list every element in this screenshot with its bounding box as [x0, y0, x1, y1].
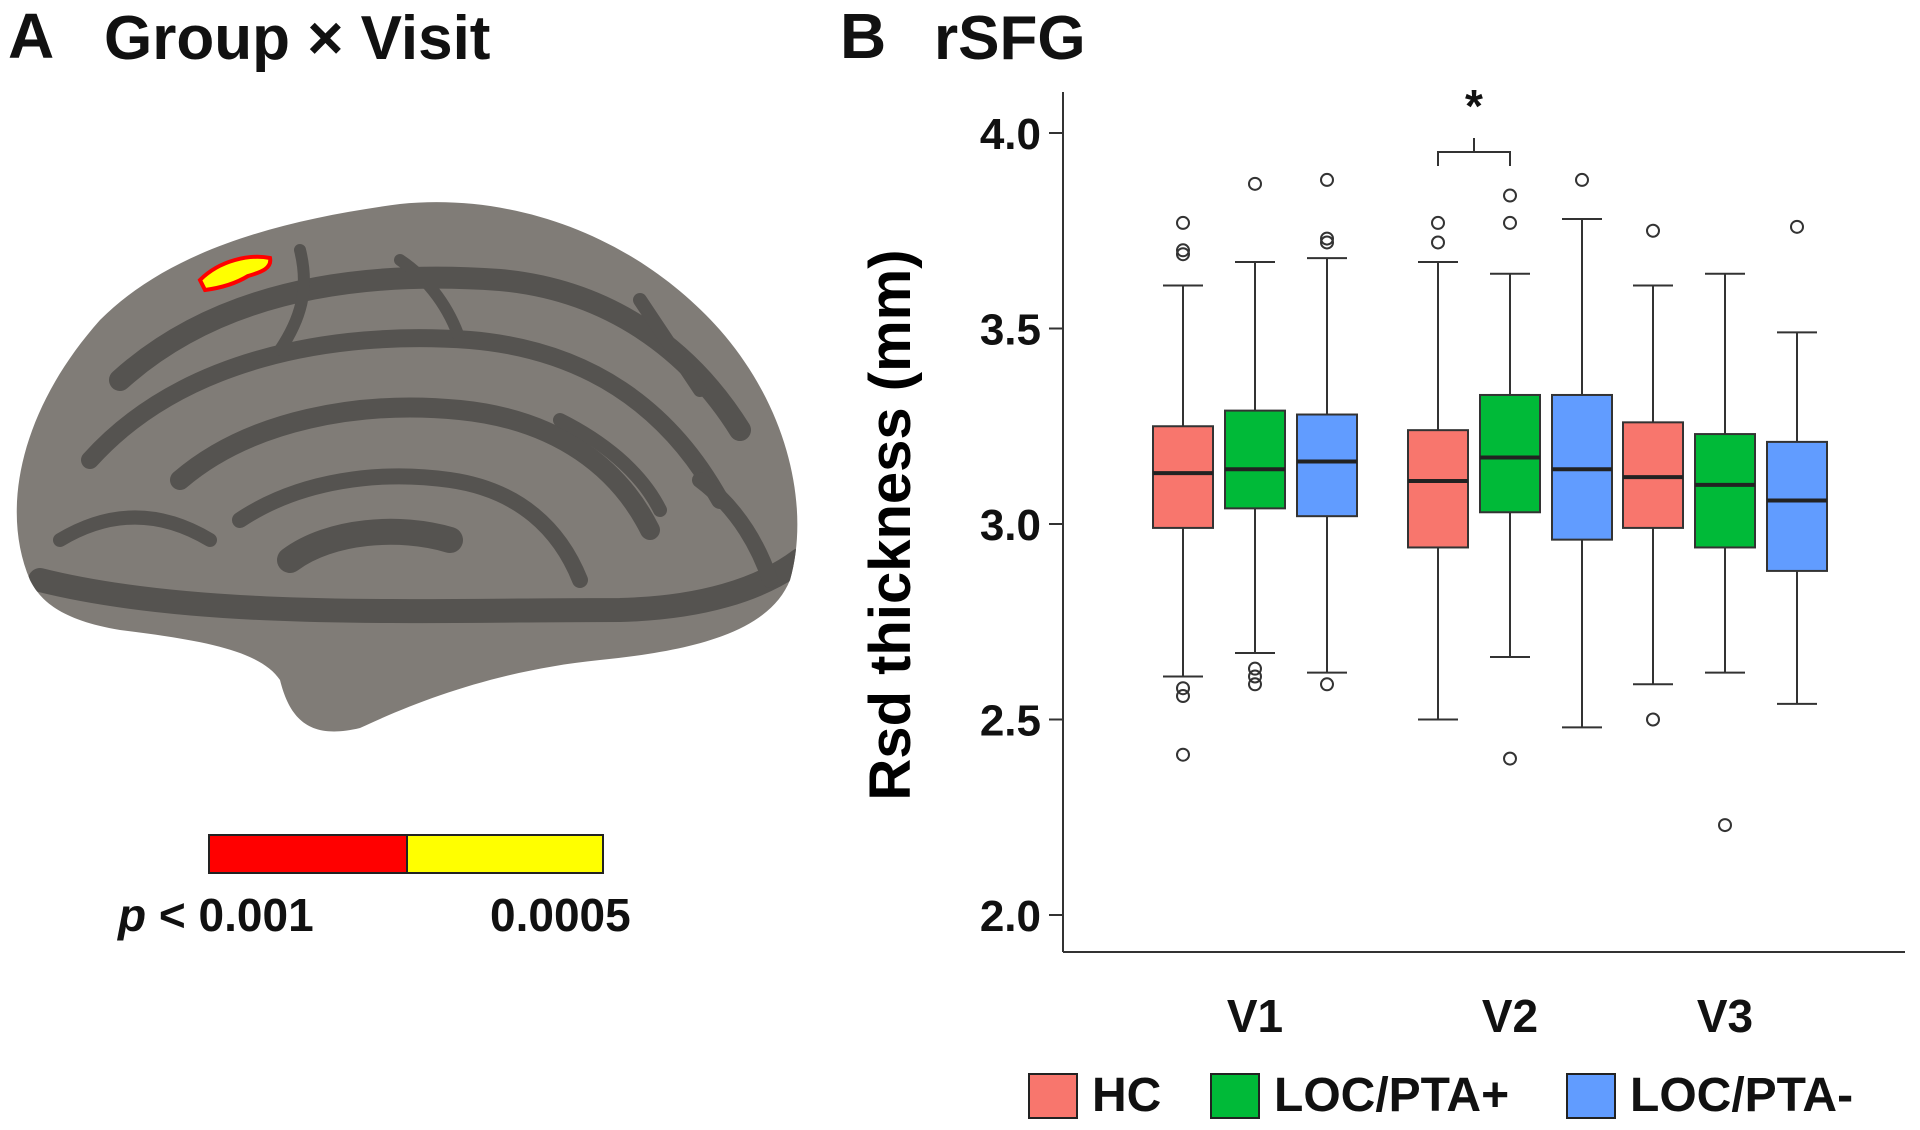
panel-a-title: Group × Visit — [104, 4, 491, 73]
x-tick-label: V2 — [1482, 990, 1538, 1042]
panel-a-letter: A — [8, 0, 55, 72]
y-tick-label: 3.0 — [980, 501, 1041, 550]
outlier-point — [1248, 669, 1262, 684]
significant-cluster — [197, 254, 273, 293]
outlier-point — [1431, 235, 1445, 250]
outlier-point — [1503, 751, 1517, 766]
brain-surface-image — [16, 202, 798, 732]
legend-swatch-hc — [1028, 1073, 1078, 1119]
legend-item-hc: HC — [1028, 1072, 1161, 1120]
legend-item-loc-pta-minus: LOC/PTA- — [1566, 1072, 1853, 1120]
outlier-point — [1248, 677, 1262, 692]
significance-bracket — [1437, 138, 1511, 166]
outlier-point — [1503, 188, 1517, 203]
legend-label-hc: HC — [1092, 1069, 1162, 1122]
y-tick-label: 2.5 — [980, 697, 1041, 746]
outlier-point — [1176, 689, 1190, 704]
outlier-point — [1176, 247, 1190, 262]
outlier-point — [1320, 235, 1334, 250]
y-tick-label: 4.0 — [980, 110, 1041, 159]
colorbar-low-label: p < 0.001 — [118, 892, 314, 938]
y-tick-label: 2.0 — [980, 892, 1041, 941]
p-threshold-low: < 0.001 — [158, 889, 314, 941]
colorbar-high-segment — [406, 834, 604, 874]
outlier-point — [1176, 747, 1190, 762]
outlier-point — [1646, 712, 1660, 727]
p-symbol: p — [118, 889, 147, 941]
outlier-point — [1320, 172, 1334, 187]
outlier-point — [1320, 677, 1334, 692]
legend-item-loc-pta-plus: LOC/PTA+ — [1210, 1072, 1509, 1120]
panel-b-letter: B — [840, 0, 887, 72]
outlier-point — [1320, 231, 1334, 246]
outlier-point — [1503, 215, 1517, 230]
outlier-point — [1248, 661, 1262, 676]
box — [1766, 440, 1828, 572]
x-tick-label: V3 — [1697, 990, 1753, 1042]
outlier-point — [1790, 219, 1804, 234]
y-tick-label: 3.5 — [980, 306, 1041, 355]
colorbar-high-label: 0.0005 — [490, 889, 631, 941]
legend-swatch-loc-pta-plus — [1210, 1073, 1260, 1119]
outlier-point — [1176, 681, 1190, 696]
y-axis-label: Rsd thickness (mm) — [858, 249, 923, 800]
outlier-point — [1431, 215, 1445, 230]
box — [1694, 433, 1756, 549]
outlier-point — [1176, 215, 1190, 230]
outlier-point — [1248, 176, 1262, 191]
box — [1152, 425, 1214, 529]
box — [1296, 413, 1358, 518]
significance-star: * — [1465, 80, 1483, 132]
panel-b-title: rSFG — [934, 4, 1086, 73]
outlier-point — [1575, 172, 1589, 187]
outlier-point — [1646, 223, 1660, 238]
box — [1479, 393, 1541, 514]
colorbar-low-segment — [208, 834, 408, 874]
box — [1224, 409, 1286, 510]
legend-label-loc-pta-plus: LOC/PTA+ — [1274, 1069, 1510, 1122]
outlier-point — [1718, 818, 1732, 833]
legend-swatch-loc-pta-minus — [1566, 1073, 1616, 1119]
outlier-point — [1176, 243, 1190, 258]
legend-label-loc-pta-minus: LOC/PTA- — [1630, 1069, 1854, 1122]
box — [1407, 429, 1469, 549]
x-tick-label: V1 — [1227, 990, 1283, 1042]
